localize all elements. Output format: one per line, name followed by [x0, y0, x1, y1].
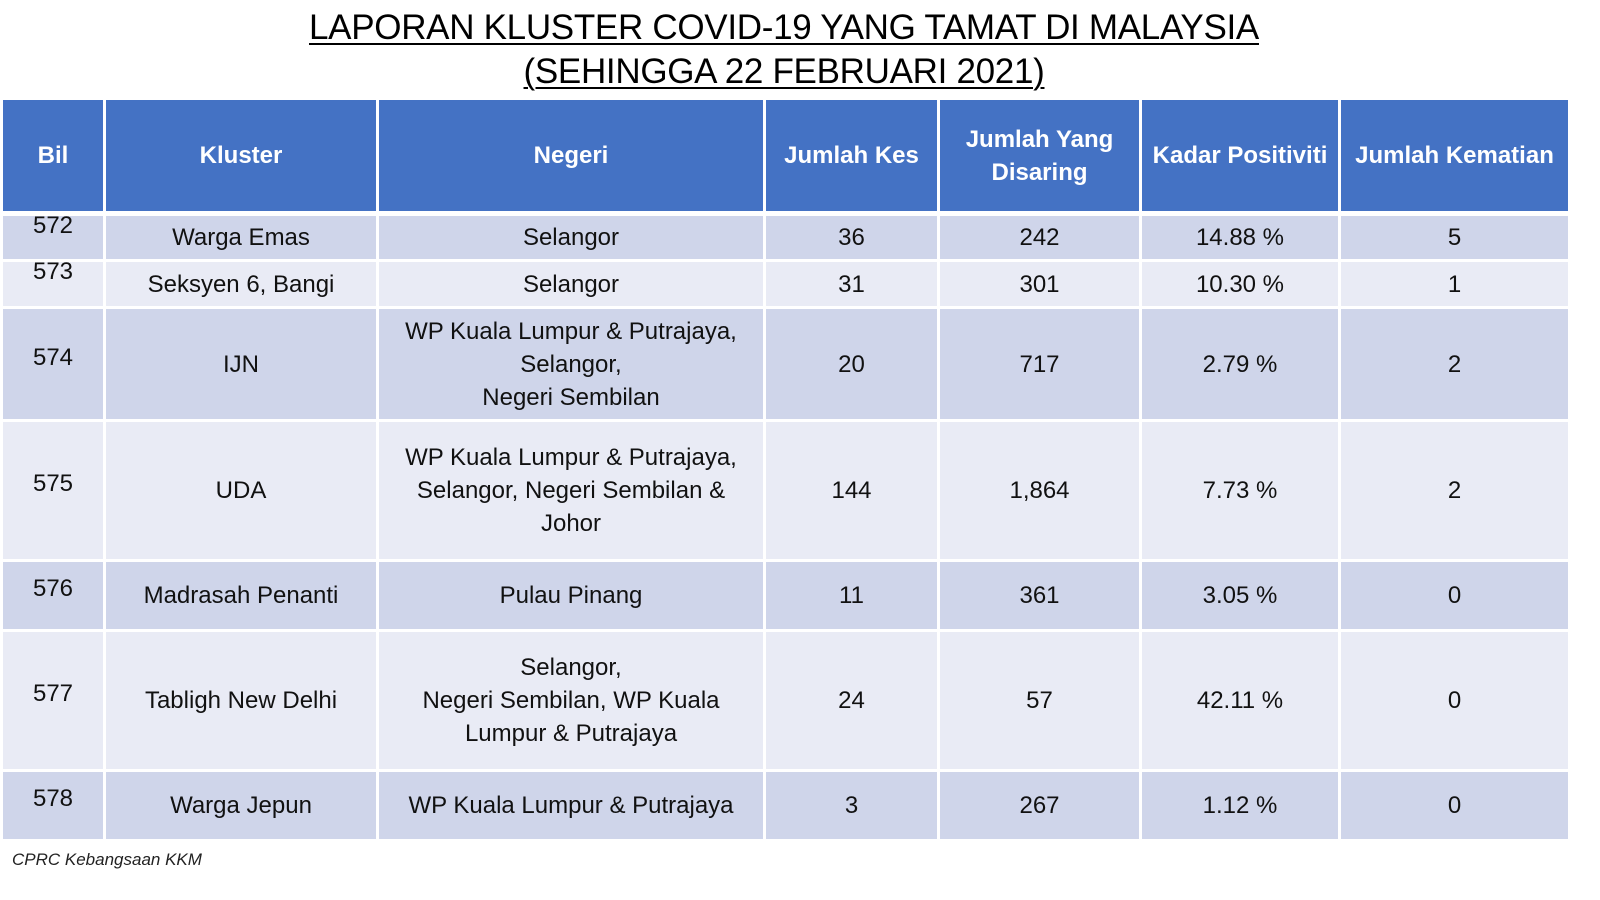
cell-negeri: Selangor	[376, 212, 766, 262]
header-jumlah-disaring-line2: Disaring	[991, 158, 1088, 186]
header-jumlah-kes: Jumlah Kes	[763, 97, 940, 216]
cell-jumlah-kematian: 5	[1338, 212, 1571, 262]
cell-kadar-positiviti: 3.05 %	[1139, 559, 1341, 632]
cell-kluster: Seksyen 6, Bangi	[103, 259, 379, 309]
cell-jumlah-kes: 36	[763, 212, 940, 262]
cell-jumlah-disaring: 57	[937, 629, 1142, 772]
cell-bil: 575	[0, 419, 106, 562]
cell-jumlah-kematian: 0	[1338, 629, 1571, 772]
cell-jumlah-kes: 144	[763, 419, 940, 562]
cell-bil: 574	[0, 306, 106, 422]
source-note: CPRC Kebangsaan KKM	[12, 850, 202, 869]
table-row: 577 Tabligh New Delhi Selangor, Negeri S…	[0, 629, 1571, 772]
cell-negeri: WP Kuala Lumpur & Putrajaya, Selangor, N…	[376, 306, 766, 422]
cell-kadar-positiviti: 7.73 %	[1139, 419, 1341, 562]
cell-kluster: Tabligh New Delhi	[103, 629, 379, 772]
table-row: 578 Warga Jepun WP Kuala Lumpur & Putraj…	[0, 769, 1571, 842]
header-bil: Bil	[0, 97, 106, 216]
cell-jumlah-disaring: 301	[937, 259, 1142, 309]
header-jumlah-disaring: Jumlah Yang Disaring	[937, 97, 1142, 216]
cell-jumlah-kes: 24	[763, 629, 940, 772]
cell-bil: 573	[0, 258, 106, 309]
report-title: LAPORAN KLUSTER COVID-19 YANG TAMAT DI M…	[0, 6, 1568, 94]
cell-bil: 577	[0, 629, 106, 772]
cell-jumlah-disaring: 361	[937, 559, 1142, 632]
table-row: 573 Seksyen 6, Bangi Selangor 31 301 10.…	[0, 258, 1571, 309]
header-kadar-positiviti: Kadar Positiviti	[1139, 97, 1341, 216]
cell-negeri: WP Kuala Lumpur & Putrajaya, Selangor, N…	[376, 419, 766, 562]
cell-negeri: Selangor, Negeri Sembilan, WP Kuala Lump…	[376, 629, 766, 772]
cell-kadar-positiviti: 2.79 %	[1139, 306, 1341, 422]
cell-jumlah-kematian: 0	[1338, 769, 1571, 842]
cell-kluster: UDA	[103, 419, 379, 562]
cell-kadar-positiviti: 14.88 %	[1139, 212, 1341, 262]
cell-jumlah-kes: 11	[763, 559, 940, 632]
header-jumlah-disaring-line1: Jumlah Yang	[965, 125, 1114, 153]
cluster-table: Bil Kluster Negeri Jumlah Kes Jumlah Yan…	[0, 97, 1571, 842]
cell-jumlah-kematian: 1	[1338, 259, 1571, 309]
cell-bil: 578	[0, 769, 106, 842]
header-jumlah-kematian: Jumlah Kematian	[1338, 97, 1571, 216]
table-row: 572 Warga Emas Selangor 36 242 14.88 % 5	[0, 212, 1571, 262]
cell-kluster: Warga Emas	[103, 212, 379, 262]
cell-kluster: Warga Jepun	[103, 769, 379, 842]
cell-negeri: WP Kuala Lumpur & Putrajaya	[376, 769, 766, 842]
cell-jumlah-disaring: 267	[937, 769, 1142, 842]
cell-kluster: IJN	[103, 306, 379, 422]
cell-jumlah-kes: 31	[763, 259, 940, 309]
cell-negeri: Selangor	[376, 259, 766, 309]
cell-kadar-positiviti: 1.12 %	[1139, 769, 1341, 842]
cell-jumlah-disaring: 717	[937, 306, 1142, 422]
cell-kadar-positiviti: 42.11 %	[1139, 629, 1341, 772]
cell-bil: 576	[0, 559, 106, 632]
title-line-2: (SEHINGGA 22 FEBRUARI 2021)	[523, 52, 1045, 91]
table-row: 576 Madrasah Penanti Pulau Pinang 11 361…	[0, 559, 1571, 632]
table-header-row: Bil Kluster Negeri Jumlah Kes Jumlah Yan…	[0, 97, 1571, 216]
cell-jumlah-disaring: 1,864	[937, 419, 1142, 562]
header-negeri: Negeri	[376, 97, 766, 216]
header-kluster: Kluster	[103, 97, 379, 216]
cell-jumlah-kes: 3	[763, 769, 940, 842]
title-line-1: LAPORAN KLUSTER COVID-19 YANG TAMAT DI M…	[309, 8, 1259, 47]
cell-jumlah-kes: 20	[763, 306, 940, 422]
table-row: 575 UDA WP Kuala Lumpur & Putrajaya, Sel…	[0, 419, 1571, 562]
table-row: 574 IJN WP Kuala Lumpur & Putrajaya, Sel…	[0, 306, 1571, 422]
cell-bil: 572	[0, 212, 106, 262]
cell-kadar-positiviti: 10.30 %	[1139, 259, 1341, 309]
cell-jumlah-disaring: 242	[937, 212, 1142, 262]
cell-negeri: Pulau Pinang	[376, 559, 766, 632]
cell-jumlah-kematian: 2	[1338, 419, 1571, 562]
cell-kluster: Madrasah Penanti	[103, 559, 379, 632]
cell-jumlah-kematian: 0	[1338, 559, 1571, 632]
cell-jumlah-kematian: 2	[1338, 306, 1571, 422]
